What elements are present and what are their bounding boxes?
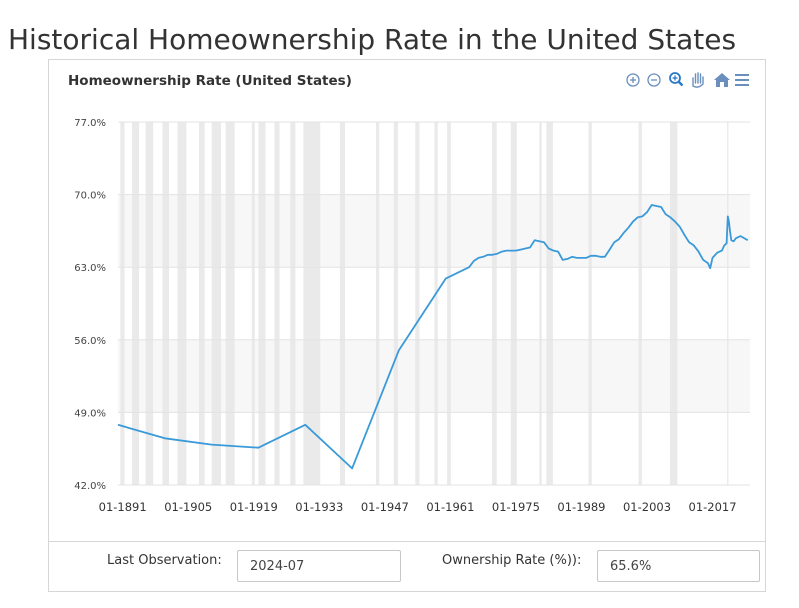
recession-band [211, 122, 221, 485]
recession-band [539, 122, 542, 485]
recession-band [177, 122, 187, 485]
last-observation-field[interactable]: 2024-07 [237, 550, 401, 582]
recession-band [339, 122, 346, 485]
recession-band [492, 122, 497, 485]
recession-band [225, 122, 235, 485]
recession-band [303, 122, 321, 485]
recession-band [145, 122, 154, 485]
recession-band [669, 122, 678, 485]
recession-band [290, 122, 296, 485]
x-tick-label: 01-1961 [426, 500, 474, 514]
y-tick-label: 49.0% [74, 408, 106, 419]
recession-band [251, 122, 255, 485]
recession-band [434, 122, 438, 485]
series-line[interactable] [117, 204, 749, 470]
recession-band [510, 122, 517, 485]
recession-band [274, 122, 280, 485]
chart-card: Homeownership Rate (United States) [48, 59, 766, 592]
recession-band [258, 122, 266, 485]
recession-band [546, 122, 553, 485]
recession-band [415, 122, 420, 485]
recession-band [447, 122, 451, 485]
chart-footer: Last Observation: 2024-07 Ownership Rate… [49, 541, 765, 592]
x-tick-label: 01-1989 [557, 500, 605, 514]
menu-icon[interactable] [735, 74, 749, 86]
grid-band [118, 339, 750, 413]
y-tick-label: 70.0% [74, 191, 106, 202]
grid-bands [118, 194, 750, 413]
recession-band [638, 122, 642, 485]
recession-band [120, 122, 125, 485]
recession-band [393, 122, 398, 485]
series-group [117, 204, 749, 470]
x-tick-label: 01-1933 [295, 500, 343, 514]
y-tick-label: 42.0% [74, 481, 106, 492]
recession-band [162, 122, 170, 485]
page-title: Historical Homeownership Rate in the Uni… [8, 22, 737, 56]
chart-toolbar [626, 72, 749, 88]
grid-lines [118, 121, 750, 486]
x-tick-label: 01-2003 [623, 500, 671, 514]
last-observation-label: Last Observation: [107, 553, 222, 568]
ownership-rate-field[interactable]: 65.6% [597, 550, 760, 582]
x-tick-label: 01-1975 [492, 500, 540, 514]
recession-band [375, 122, 380, 485]
x-tick-label: 01-1891 [99, 500, 147, 514]
grid-band [118, 194, 750, 268]
x-tick-label: 01-2017 [689, 500, 737, 514]
recession-bands [120, 122, 729, 485]
y-tick-label: 63.0% [74, 263, 106, 274]
zoom-in-icon[interactable] [626, 73, 640, 87]
y-axis: 42.0% 49.0% 56.0% 63.0% 70.0% 77.0% [74, 118, 106, 492]
x-tick-label: 01-1919 [230, 500, 278, 514]
recession-band [198, 122, 205, 485]
y-tick-label: 77.0% [74, 118, 106, 129]
zoom-out-icon[interactable] [647, 73, 661, 87]
x-axis: 01-1891 01-1905 01-1919 01-1933 01-1947 01-19… [99, 500, 737, 514]
x-tick-label: 01-1905 [164, 500, 212, 514]
recession-band [132, 122, 140, 485]
recession-band [588, 122, 592, 485]
ownership-rate-label: Ownership Rate (%)): [442, 553, 582, 568]
home-icon[interactable] [714, 73, 730, 87]
x-tick-label: 01-1947 [361, 500, 409, 514]
recession-band [727, 122, 729, 485]
magnifier-icon[interactable] [669, 72, 684, 87]
y-tick-label: 56.0% [74, 336, 106, 347]
pan-hand-icon[interactable] [692, 72, 704, 88]
chart-title: Homeownership Rate (United States) [68, 73, 352, 89]
chart-area[interactable]: Homeownership Rate (United States) [49, 60, 765, 541]
